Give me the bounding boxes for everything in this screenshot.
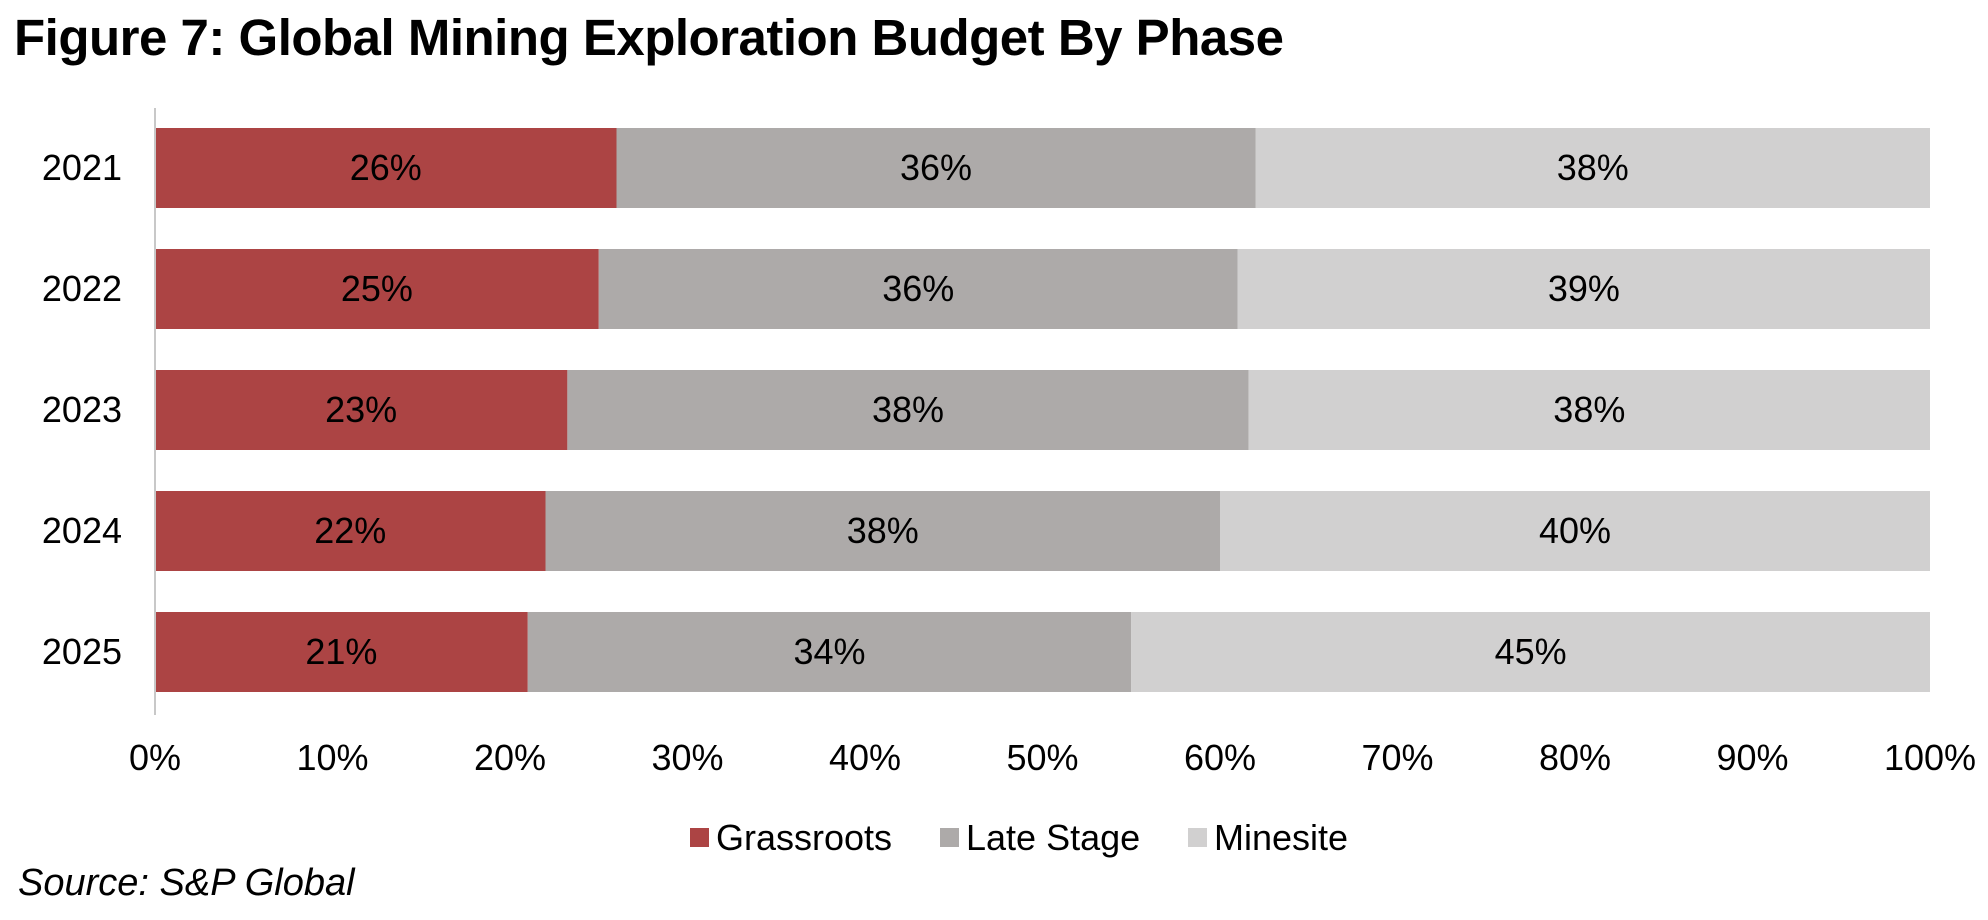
data-label: 22%	[314, 510, 386, 551]
data-label: 25%	[341, 268, 413, 309]
bar-segment-minesite-2023	[1248, 370, 1930, 450]
data-label: 23%	[325, 389, 397, 430]
data-label: 21%	[305, 631, 377, 672]
bar-segment-minesite-2025	[1131, 612, 1930, 692]
bar-segment-late-stage-2022	[598, 249, 1238, 329]
legend: Grassroots Late Stage Minesite	[690, 817, 1348, 858]
page-title: Figure 7: Global Mining Exploration Budg…	[14, 9, 1284, 66]
data-label: 38%	[1553, 389, 1625, 430]
y-tick-label: 2023	[42, 389, 122, 430]
x-tick-label: 20%	[474, 737, 546, 778]
y-tick-label: 2021	[42, 147, 122, 188]
bar-segment-grassroots-2021	[155, 128, 617, 208]
y-tick-label: 2025	[42, 631, 122, 672]
bar-segment-minesite-2022	[1237, 249, 1930, 329]
data-label: 26%	[350, 147, 422, 188]
bar-segment-minesite-2021	[1255, 128, 1930, 208]
data-label: 36%	[882, 268, 954, 309]
bar-segment-late-stage-2024	[545, 491, 1220, 571]
legend-label: Grassroots	[716, 817, 892, 858]
legend-swatch	[940, 828, 959, 847]
x-tick-label: 80%	[1539, 737, 1611, 778]
x-tick-label: 30%	[651, 737, 723, 778]
bar-segment-minesite-2024	[1220, 491, 1930, 571]
legend-swatch	[690, 828, 709, 847]
x-tick-label: 0%	[129, 737, 181, 778]
x-tick-label: 90%	[1716, 737, 1788, 778]
stacked-bar-chart: 26% 36% 38% 25% 36% 39% 23% 38% 38% 22% 38% 40% 21% 3…	[42, 108, 1976, 858]
bar-segment-late-stage-2023	[567, 370, 1249, 450]
x-tick-label: 10%	[296, 737, 368, 778]
x-tick-labels: 0% 10% 20% 30% 40% 50% 60% 70% 80% 90% 100%	[129, 737, 1976, 778]
legend-label: Minesite	[1214, 817, 1348, 858]
x-tick-label: 50%	[1006, 737, 1078, 778]
x-tick-label: 60%	[1184, 737, 1256, 778]
data-label: 38%	[872, 389, 944, 430]
y-tick-label: 2022	[42, 268, 122, 309]
x-tick-label: 70%	[1361, 737, 1433, 778]
legend-label: Late Stage	[966, 817, 1140, 858]
x-tick-label: 40%	[829, 737, 901, 778]
legend-swatch	[1188, 828, 1207, 847]
y-tick-label: 2024	[42, 510, 122, 551]
data-label: 40%	[1539, 510, 1611, 551]
bar-segment-grassroots-2024	[155, 491, 546, 571]
data-label: 39%	[1548, 268, 1620, 309]
bar-segment-late-stage-2025	[527, 612, 1132, 692]
bar-segment-late-stage-2021	[616, 128, 1256, 208]
x-tick-label: 100%	[1884, 737, 1976, 778]
bar-segment-grassroots-2023	[155, 370, 568, 450]
bar-segment-grassroots-2022	[155, 249, 599, 329]
bar-segment-grassroots-2025	[155, 612, 528, 692]
data-label: 34%	[793, 631, 865, 672]
data-label: 38%	[847, 510, 919, 551]
y-tick-labels: 2021 2022 2023 2024 2025	[42, 147, 122, 672]
bars-group: 26% 36% 38% 25% 36% 39% 23% 38% 38% 22% 38% 40% 21% 3…	[155, 128, 1930, 692]
data-label: 45%	[1495, 631, 1567, 672]
data-label: 36%	[900, 147, 972, 188]
data-label: 38%	[1557, 147, 1629, 188]
source-note: Source: S&P Global	[18, 862, 355, 904]
